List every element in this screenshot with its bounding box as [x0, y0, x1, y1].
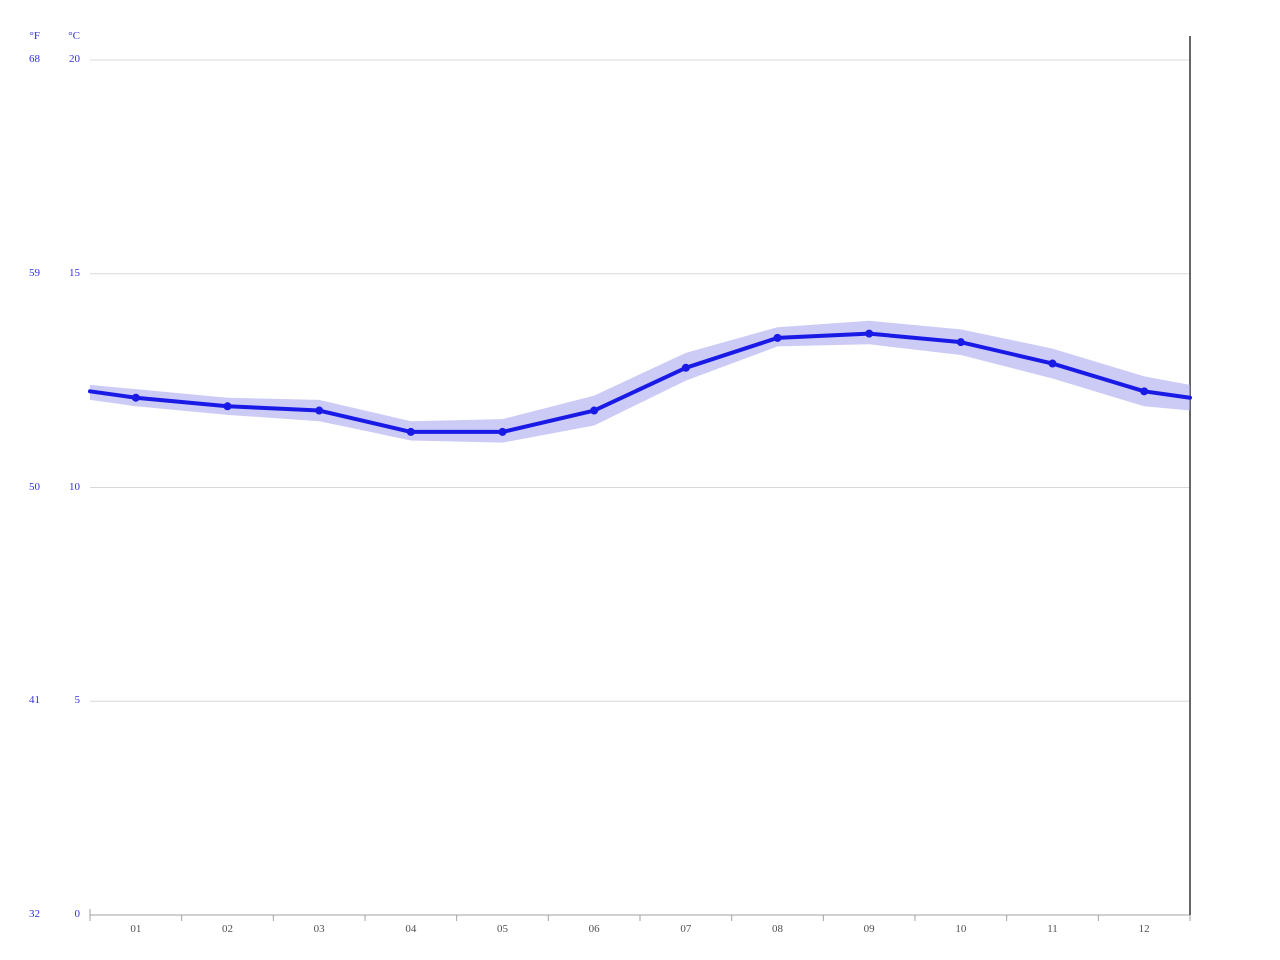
y-tick-c: 5 [50, 694, 80, 706]
x-tick-label: 04 [405, 923, 416, 935]
y-axis-unit-f: °F [10, 30, 40, 42]
chart-svg [0, 0, 1280, 960]
x-tick-label: 08 [772, 923, 783, 935]
x-tick-label: 09 [864, 923, 875, 935]
x-tick-label: 05 [497, 923, 508, 935]
y-tick-f: 41 [10, 694, 40, 706]
y-tick-f: 50 [10, 481, 40, 493]
y-tick-c: 0 [50, 908, 80, 920]
y-tick-f: 32 [10, 908, 40, 920]
y-tick-f: 59 [10, 267, 40, 279]
x-tick-label: 10 [955, 923, 966, 935]
y-axis-unit-c: °C [50, 30, 80, 42]
x-tick-label: 03 [314, 923, 325, 935]
y-tick-c: 15 [50, 267, 80, 279]
x-tick-label: 02 [222, 923, 233, 935]
temperature-chart: °F °C 32 0 41 5 50 10 59 15 68 20 01 02 03 04 05 06 07 08 09… [0, 0, 1280, 960]
y-tick-c: 20 [50, 53, 80, 65]
x-tick-label: 11 [1047, 923, 1058, 935]
x-tick-label: 07 [680, 923, 691, 935]
y-tick-f: 68 [10, 53, 40, 65]
x-tick-label: 12 [1139, 923, 1150, 935]
y-tick-c: 10 [50, 481, 80, 493]
x-tick-label: 01 [130, 923, 141, 935]
x-tick-label: 06 [589, 923, 600, 935]
